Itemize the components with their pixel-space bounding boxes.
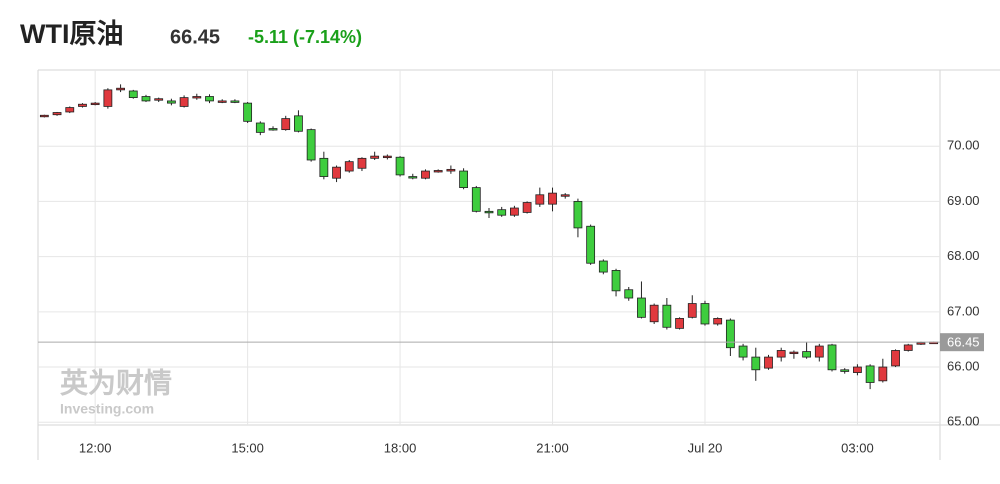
candle-body xyxy=(128,90,138,99)
candle-body xyxy=(649,304,659,323)
candle-body xyxy=(319,157,329,177)
candle-body xyxy=(840,369,850,372)
y-tick-label: 67.00 xyxy=(947,303,980,318)
candle-body xyxy=(459,170,468,188)
candle-body xyxy=(344,161,354,172)
candle-body xyxy=(586,225,596,264)
candle-body xyxy=(751,356,761,371)
candle-body xyxy=(573,200,583,229)
last-price-box xyxy=(940,333,984,352)
candle-body xyxy=(382,155,392,159)
candle-body xyxy=(421,170,430,179)
candle-body xyxy=(598,260,608,273)
candle-body xyxy=(281,118,291,131)
candle-body xyxy=(548,192,557,205)
candle-body xyxy=(141,96,151,102)
candle-body xyxy=(560,194,570,197)
candle-body xyxy=(395,156,405,176)
candle-body xyxy=(446,168,456,172)
candle-body xyxy=(179,97,189,107)
candle-body xyxy=(332,166,341,179)
candle-body xyxy=(205,96,214,102)
candle-body xyxy=(853,366,862,373)
watermark-brand: 英为财情 xyxy=(60,367,172,398)
last-price-label: 66.45 xyxy=(947,335,980,350)
change: -5.11 (-7.14%) xyxy=(248,27,362,47)
candle-body xyxy=(65,107,75,113)
candle-body xyxy=(268,128,278,131)
candle-body xyxy=(789,351,799,355)
candle-body xyxy=(357,157,367,169)
candle-body xyxy=(116,87,125,91)
y-tick-label: 65.00 xyxy=(947,414,980,429)
candle-body xyxy=(738,345,748,358)
candle-body xyxy=(90,102,100,106)
candle-body xyxy=(522,202,532,213)
candle-body xyxy=(166,100,176,104)
y-tick-label: 68.00 xyxy=(947,248,980,263)
candle-body xyxy=(535,194,545,205)
candle-body xyxy=(776,350,786,358)
candle-body xyxy=(52,112,62,116)
x-tick-label: 03:00 xyxy=(841,440,874,455)
y-tick-label: 69.00 xyxy=(947,193,980,208)
candle-body xyxy=(217,100,227,103)
watermark-site: Investing.com xyxy=(60,401,154,417)
candle-body xyxy=(827,344,837,371)
candle-body xyxy=(916,342,926,345)
x-tick-label: 21:00 xyxy=(536,440,569,455)
candle-body xyxy=(687,303,697,318)
y-tick-label: 70.00 xyxy=(947,138,980,153)
candle-body xyxy=(510,207,519,216)
candle-body xyxy=(192,96,202,99)
candle-body xyxy=(39,114,49,118)
candle-body xyxy=(814,345,824,358)
x-tick-label: 18:00 xyxy=(384,440,417,455)
candle-body xyxy=(255,122,265,133)
candle-body xyxy=(243,102,253,122)
candle-body xyxy=(637,297,646,318)
candle-body xyxy=(78,103,87,107)
candle-body xyxy=(713,318,723,325)
candle-body xyxy=(370,155,380,159)
candle-body xyxy=(878,366,888,382)
candle-body xyxy=(433,170,443,173)
candle-body xyxy=(700,303,710,325)
candle-body xyxy=(725,319,735,349)
x-tick-label: Jul 20 xyxy=(688,440,723,455)
y-tick-label: 66.00 xyxy=(947,358,980,373)
candle-body xyxy=(624,289,634,299)
title: WTI原油 xyxy=(20,19,123,49)
x-tick-label: 15:00 xyxy=(231,440,264,455)
candle-body xyxy=(764,356,773,369)
candle-body xyxy=(103,89,113,107)
candle-body xyxy=(891,350,900,367)
candle-body xyxy=(230,100,240,103)
candle-body xyxy=(662,304,672,328)
candle-body xyxy=(865,365,875,383)
plot: 65.00 66.00 67.00 68.00 69.00 70.00 12:00 15:00… xyxy=(37,69,1000,460)
candle-body xyxy=(408,176,418,179)
candle-body xyxy=(484,210,494,214)
candle-body xyxy=(802,351,812,358)
candle-body xyxy=(903,344,913,351)
candle-body xyxy=(154,98,164,101)
candle-body xyxy=(497,209,507,216)
candle-body xyxy=(611,270,621,292)
candle-body xyxy=(294,115,303,132)
x-tick-label: 12:00 xyxy=(79,440,112,455)
candle-body xyxy=(306,129,316,161)
price: 66.45 xyxy=(170,26,220,48)
candle-body xyxy=(675,318,684,329)
candle-body xyxy=(471,187,481,212)
